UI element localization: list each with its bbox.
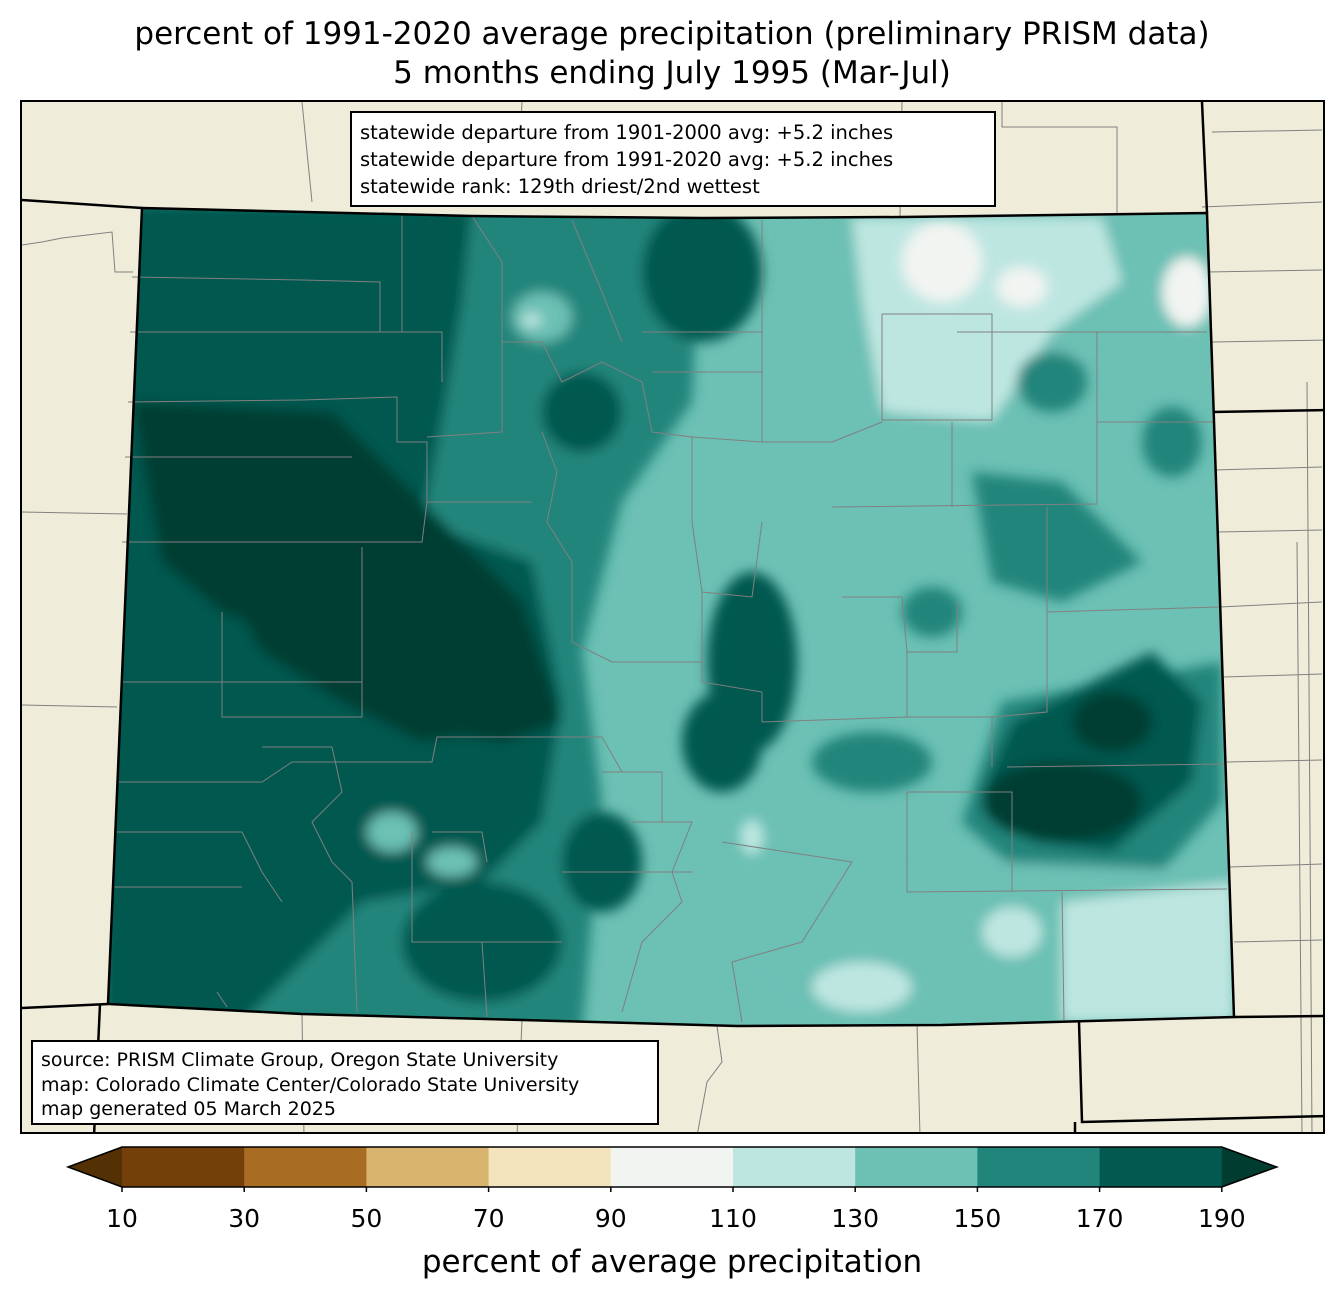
colorbar-tick-label: 30 (228, 1204, 261, 1233)
colorbar-bin (122, 1147, 245, 1187)
map-title: percent of 1991-2020 average precipitati… (134, 16, 1210, 52)
colorbar-under-arrow (68, 1147, 122, 1187)
colorbar-bin (244, 1147, 367, 1187)
generated-date-line: map generated 05 March 2025 (41, 1098, 336, 1120)
colorbar-bin (733, 1147, 856, 1187)
colorbar-tick-label: 10 (106, 1204, 138, 1233)
precipitation-field (108, 208, 1234, 1026)
colorbar-tick-label: 70 (472, 1204, 505, 1233)
colorbar (65, 1146, 1279, 1192)
colorbar-tick-label: 130 (831, 1204, 880, 1233)
colorbar-over-arrow (1221, 1147, 1277, 1187)
colorbar-tick-label: 190 (1197, 1204, 1246, 1233)
colorbar-bin (1099, 1147, 1223, 1187)
source-line: source: PRISM Climate Group, Oregon Stat… (41, 1049, 559, 1071)
precipitation-map (22, 102, 1323, 1132)
statewide-stats-box: statewide departure from 1901-2000 avg: … (350, 111, 996, 207)
colorbar-tick-label: 170 (1075, 1204, 1124, 1233)
colorbar-bin (610, 1147, 734, 1187)
colorbar-bin (855, 1147, 978, 1187)
colorbar-bin (977, 1147, 1101, 1187)
map-panel[interactable] (20, 100, 1325, 1134)
county-lines (112, 215, 1228, 1023)
stats-departure-1991-2020: statewide departure from 1991-2020 avg: … (360, 148, 894, 171)
colorado-border (106, 206, 1236, 1028)
colorbar-tick-label: 110 (709, 1204, 757, 1233)
map-credit-line: map: Colorado Climate Center/Colorado St… (41, 1073, 580, 1096)
source-credits-box: source: PRISM Climate Group, Oregon Stat… (31, 1040, 659, 1125)
colorbar-tick-label: 90 (594, 1204, 627, 1233)
colorbar-bin (366, 1147, 490, 1187)
stats-rank: statewide rank: 129th driest/2nd wettest (360, 175, 760, 198)
map-subtitle: 5 months ending July 1995 (Mar-Jul) (393, 55, 951, 91)
stats-departure-1901-2000: statewide departure from 1901-2000 avg: … (360, 121, 894, 144)
colorbar-tick-label: 50 (350, 1204, 383, 1233)
colorbar-label: percent of average precipitation (421, 1244, 923, 1280)
colorbar-bin (488, 1147, 612, 1187)
colorbar-tick-label: 150 (953, 1204, 1002, 1233)
